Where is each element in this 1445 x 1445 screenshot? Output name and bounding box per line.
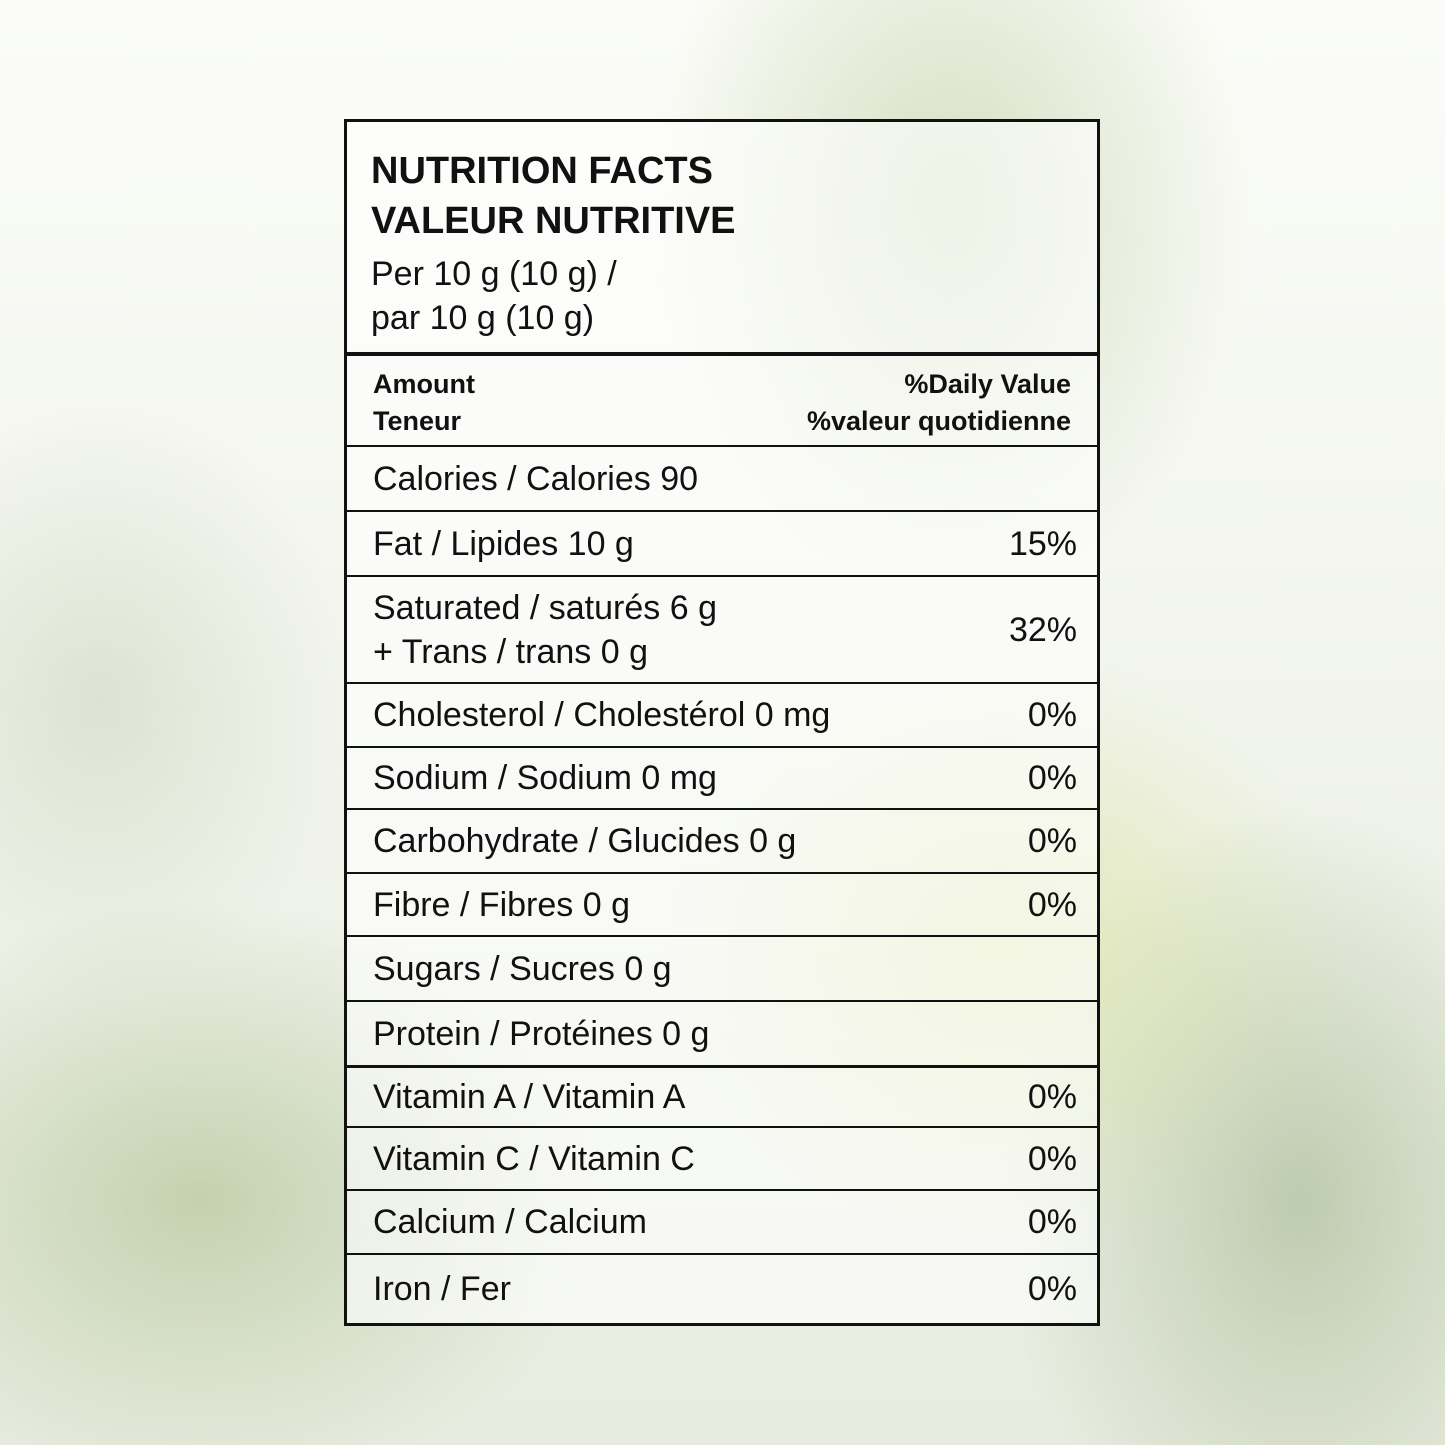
- nutrient-label: Cholesterol / Cholestérol 0 mg: [373, 693, 830, 737]
- header-text: %valeur quotidienne: [806, 406, 1071, 436]
- label-line: Protein / Protéines 0 g: [373, 1014, 710, 1053]
- label-line: Sodium / Sodium 0 mg: [373, 759, 717, 797]
- daily-value: 0%: [1027, 759, 1077, 797]
- nutrient-row: Calories / Calories 90: [347, 447, 1097, 512]
- nutrient-row: Saturated / saturés 6 g + Trans / trans 0…: [347, 577, 1097, 684]
- nutrient-row: Vitamin A / Vitamin A 0%: [347, 1068, 1097, 1128]
- dv-header: %Daily Value %valeur quotidienne: [807, 366, 1071, 445]
- serving-line: Per 10 g (10 g) /: [371, 255, 617, 293]
- serving-line: par 10 g (10 g): [371, 299, 595, 337]
- nutrient-label: Calcium / Calcium: [373, 1200, 647, 1244]
- label-header: NUTRITION FACTS VALEUR NUTRITIVE Per 10 …: [347, 122, 1097, 356]
- column-headers: Amount Teneur %Daily Value %valeur quoti…: [347, 356, 1097, 447]
- nutrient-label: Vitamin C / Vitamin C: [373, 1137, 695, 1181]
- daily-value: 0%: [1027, 1270, 1077, 1308]
- daily-value: 0%: [1027, 1139, 1077, 1178]
- daily-value: 0%: [1027, 885, 1077, 924]
- label-line: + Trans / trans 0 g: [373, 632, 648, 671]
- label-line: Cholesterol / Cholestérol 0 mg: [373, 696, 831, 734]
- label-line: Calcium / Calcium: [373, 1203, 647, 1241]
- label-line: Carbohydrate / Glucides 0 g: [373, 822, 797, 860]
- nutrient-label: Sugars / Sucres 0 g: [373, 947, 672, 991]
- header-text: Teneur: [373, 406, 462, 436]
- nutrients: Calories / Calories 90 Fat / Lipides 10 g…: [347, 447, 1097, 1068]
- nutrient-row: Fibre / Fibres 0 g 0%: [347, 874, 1097, 937]
- label-line: Vitamin A / Vitamin A: [373, 1078, 686, 1116]
- nutrient-row: Fat / Lipides 10 g 15%: [347, 512, 1097, 577]
- nutrient-row: Cholesterol / Cholestérol 0 mg 0%: [347, 684, 1097, 748]
- nutrient-row: Vitamin C / Vitamin C 0%: [347, 1128, 1097, 1191]
- nutrient-row: Sugars / Sucres 0 g: [347, 937, 1097, 1002]
- daily-value: 0%: [1027, 822, 1077, 860]
- label-line: Fat / Lipides 10 g: [373, 524, 634, 563]
- title: VALEUR NUTRITIVE: [371, 200, 736, 242]
- daily-value: 15%: [1008, 524, 1077, 563]
- nutrient-label: Vitamin A / Vitamin A: [373, 1075, 685, 1119]
- nutrient-label: Fat / Lipides 10 g: [373, 522, 634, 566]
- title: NUTRITION FACTS: [371, 150, 713, 192]
- nutrient-row: Calcium / Calcium 0%: [347, 1191, 1097, 1255]
- nutrition-label: NUTRITION FACTS VALEUR NUTRITIVE Per 10 …: [344, 119, 1100, 1326]
- daily-value: 32%: [1008, 610, 1077, 649]
- label-line: Sugars / Sucres 0 g: [373, 949, 672, 988]
- nutrient-label: Iron / Fer: [373, 1267, 511, 1311]
- nutrient-label: Protein / Protéines 0 g: [373, 1012, 709, 1056]
- label-line: Saturated / saturés 6 g: [373, 588, 717, 627]
- daily-value: 0%: [1027, 1203, 1077, 1241]
- amount-header: Amount Teneur: [373, 366, 475, 445]
- nutrient-row: Sodium / Sodium 0 mg 0%: [347, 748, 1097, 810]
- label-line: Iron / Fer: [373, 1270, 511, 1308]
- nutrient-row: Protein / Protéines 0 g: [347, 1002, 1097, 1065]
- label-line: Calories / Calories 90: [373, 459, 699, 498]
- label-line: Vitamin C / Vitamin C: [373, 1139, 695, 1178]
- daily-value: 0%: [1027, 696, 1077, 734]
- nutrient-label: Sodium / Sodium 0 mg: [373, 756, 717, 800]
- daily-value: 0%: [1027, 1078, 1077, 1116]
- serving: Per 10 g (10 g) / par 10 g (10 g): [371, 252, 1097, 340]
- vitamins: Vitamin A / Vitamin A 0% Vitamin C / Vitam…: [347, 1068, 1097, 1323]
- nutrient-label: Calories / Calories 90: [373, 457, 698, 501]
- label-line: Fibre / Fibres 0 g: [373, 885, 630, 924]
- nutrient-label: Carbohydrate / Glucides 0 g: [373, 819, 796, 863]
- nutrient-row: Carbohydrate / Glucides 0 g 0%: [347, 810, 1097, 874]
- nutrient-label: Saturated / saturés 6 g + Trans / trans 0…: [373, 586, 717, 674]
- header-text: Amount: [373, 369, 475, 399]
- nutrient-row: Iron / Fer 0%: [347, 1255, 1097, 1323]
- nutrient-label: Fibre / Fibres 0 g: [373, 883, 630, 927]
- header-text: %Daily Value: [904, 369, 1071, 399]
